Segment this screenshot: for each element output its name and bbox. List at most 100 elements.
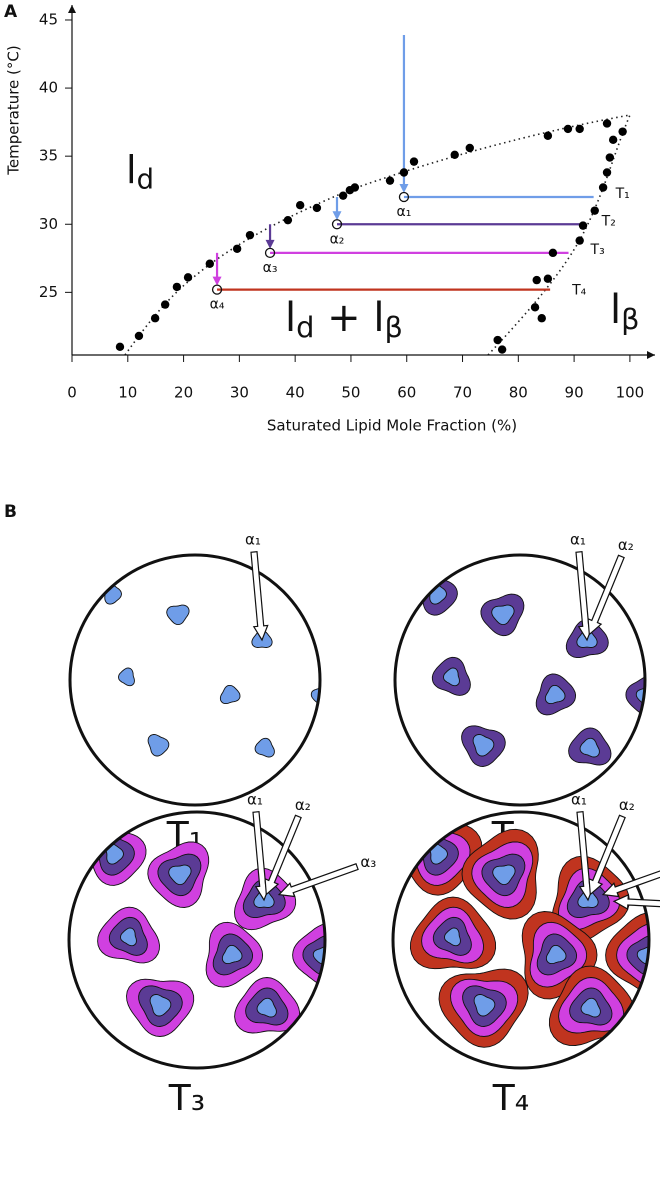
x-tick-label: 90 [565, 384, 584, 402]
alpha-label: α₁ [571, 791, 587, 809]
domain [544, 684, 566, 705]
data-point [602, 168, 612, 177]
tie-label: T₂ [601, 213, 616, 229]
data-point [575, 124, 584, 134]
alpha-label: α₁ [245, 531, 261, 549]
axis-arrow [68, 5, 76, 13]
panel-label: A [4, 2, 18, 22]
domain [166, 604, 190, 626]
region-text: + l [314, 295, 384, 341]
data-point [532, 275, 541, 285]
domain [580, 997, 601, 1018]
domain [444, 927, 461, 947]
tie-label: T₄ [571, 283, 587, 299]
callout-arrow [601, 870, 660, 898]
alpha-point [264, 247, 276, 259]
x-tick-label: 30 [230, 384, 249, 402]
data-point [548, 248, 558, 258]
data-point [465, 143, 474, 153]
panel-label: B [4, 502, 17, 522]
data-point [598, 183, 608, 192]
domain [168, 864, 192, 886]
domain [636, 946, 649, 965]
data-point [150, 314, 160, 323]
x-tick-label: 10 [118, 384, 137, 402]
region-text: l [610, 287, 621, 333]
data-point [232, 244, 242, 253]
data-point [537, 314, 546, 323]
x-tick-label: 60 [397, 384, 416, 402]
domain [473, 994, 496, 1017]
domain [118, 667, 135, 687]
domain [472, 734, 495, 757]
data-point [283, 215, 293, 225]
data-point [350, 183, 360, 192]
data-point [160, 300, 170, 309]
subscript: d [137, 164, 154, 195]
data-point [399, 168, 409, 177]
callout-arrow [587, 554, 625, 636]
arrow-head [332, 211, 342, 221]
alpha-label: α₁ [570, 531, 586, 549]
subscript: β [384, 310, 402, 344]
alpha-label: α₂ [618, 536, 634, 554]
data-point [205, 259, 214, 268]
x-axis-title: Saturated Lipid Mole Fraction (%) [267, 417, 517, 435]
domain [105, 843, 124, 865]
data-point [338, 191, 348, 200]
y-axis-title: Temperature (°C) [5, 45, 23, 175]
alpha-label: α₁ [397, 204, 412, 220]
y-tick-label: 35 [39, 147, 58, 165]
alpha-point [211, 284, 223, 295]
alpha-label: α₂ [295, 796, 311, 814]
callout-arrow [588, 814, 626, 896]
tie-label: T₃ [590, 242, 605, 258]
tie-label: T₁ [615, 186, 630, 202]
x-tick-label: 50 [341, 384, 360, 402]
membrane [68, 553, 322, 807]
data-point [530, 303, 540, 312]
diagram-label: T₃ [168, 1078, 205, 1119]
subscript: β [621, 302, 639, 336]
x-tick-label: 0 [67, 384, 77, 402]
arrow-head [212, 276, 222, 286]
region-label: ld [126, 148, 154, 195]
data-point [608, 135, 618, 145]
alpha-label: α₂ [330, 231, 345, 247]
domain [219, 684, 241, 705]
data-point [602, 119, 612, 128]
data-point [172, 282, 182, 292]
callout-arrow [250, 551, 269, 642]
data-point [578, 221, 588, 230]
diagram-label: T₄ [492, 1078, 529, 1119]
domain [491, 604, 515, 626]
y-tick-label: 25 [39, 283, 58, 301]
alpha-point [331, 219, 343, 230]
domain [147, 734, 170, 757]
x-tick-label: 40 [286, 384, 305, 402]
region-text: l [126, 148, 137, 192]
arrow-head [399, 184, 409, 194]
data-point [134, 331, 144, 341]
data-point [497, 345, 507, 354]
domain [254, 737, 275, 758]
alpha-label: α₃ [360, 853, 376, 871]
membrane [67, 810, 327, 1070]
domain [256, 997, 277, 1018]
data-point [543, 274, 553, 283]
y-tick-label: 45 [39, 10, 58, 28]
subscript: d [296, 310, 314, 344]
domain-diagram [418, 573, 645, 767]
data-point [590, 206, 599, 215]
domain-diagram [83, 824, 325, 1037]
data-point [295, 200, 305, 210]
data-point [385, 176, 395, 185]
domain [492, 864, 516, 886]
domain [545, 944, 567, 965]
domain [120, 927, 137, 947]
membrane [391, 810, 651, 1070]
domain-diagram [394, 818, 649, 1048]
data-point [543, 131, 553, 140]
callout-arrow [277, 863, 359, 898]
region-text: l [285, 295, 296, 341]
